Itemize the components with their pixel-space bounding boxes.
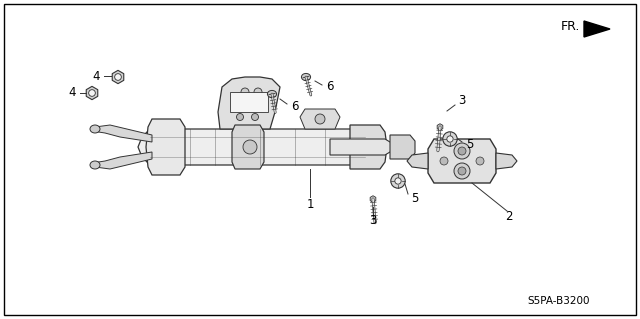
Text: 4: 4 <box>68 86 76 100</box>
Circle shape <box>391 174 405 188</box>
Polygon shape <box>92 125 152 142</box>
Circle shape <box>315 114 325 124</box>
Text: 1: 1 <box>307 198 314 211</box>
Ellipse shape <box>268 90 276 98</box>
Circle shape <box>395 178 401 184</box>
Polygon shape <box>330 139 395 155</box>
Text: 3: 3 <box>458 94 466 108</box>
Polygon shape <box>496 153 517 169</box>
Polygon shape <box>370 196 376 202</box>
Polygon shape <box>350 125 387 169</box>
Polygon shape <box>146 119 185 175</box>
Bar <box>230 92 268 112</box>
Polygon shape <box>300 109 340 129</box>
Text: FR.: FR. <box>561 20 580 33</box>
Polygon shape <box>86 86 98 100</box>
Polygon shape <box>112 70 124 84</box>
Ellipse shape <box>90 125 100 133</box>
Text: 4: 4 <box>92 70 100 83</box>
Circle shape <box>454 163 470 179</box>
Circle shape <box>458 167 466 175</box>
Text: 6: 6 <box>291 100 299 113</box>
Circle shape <box>241 88 249 96</box>
Polygon shape <box>232 125 264 169</box>
Text: 6: 6 <box>326 80 333 93</box>
Circle shape <box>440 157 448 165</box>
Circle shape <box>443 132 457 146</box>
Polygon shape <box>390 135 415 159</box>
Circle shape <box>89 90 95 96</box>
Circle shape <box>254 88 262 96</box>
Polygon shape <box>138 129 380 165</box>
Circle shape <box>458 147 466 155</box>
Text: 5: 5 <box>467 137 474 151</box>
Text: 3: 3 <box>369 214 377 227</box>
Circle shape <box>115 74 122 80</box>
Polygon shape <box>92 152 152 169</box>
Circle shape <box>447 136 453 142</box>
Text: 2: 2 <box>505 210 513 222</box>
Circle shape <box>476 157 484 165</box>
Text: 5: 5 <box>412 192 419 205</box>
Polygon shape <box>437 124 443 130</box>
Polygon shape <box>428 139 496 183</box>
Ellipse shape <box>301 73 310 81</box>
Polygon shape <box>218 77 280 129</box>
Polygon shape <box>584 21 610 37</box>
Text: S5PA-B3200: S5PA-B3200 <box>527 296 590 306</box>
Circle shape <box>237 114 243 121</box>
Polygon shape <box>407 153 428 169</box>
Ellipse shape <box>90 161 100 169</box>
Circle shape <box>252 114 259 121</box>
Ellipse shape <box>243 140 257 154</box>
Circle shape <box>454 143 470 159</box>
